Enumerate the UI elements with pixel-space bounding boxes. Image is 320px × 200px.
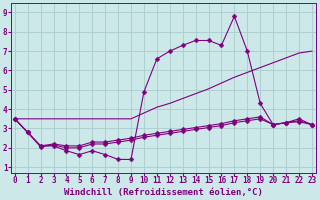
X-axis label: Windchill (Refroidissement éolien,°C): Windchill (Refroidissement éolien,°C) — [64, 188, 263, 197]
